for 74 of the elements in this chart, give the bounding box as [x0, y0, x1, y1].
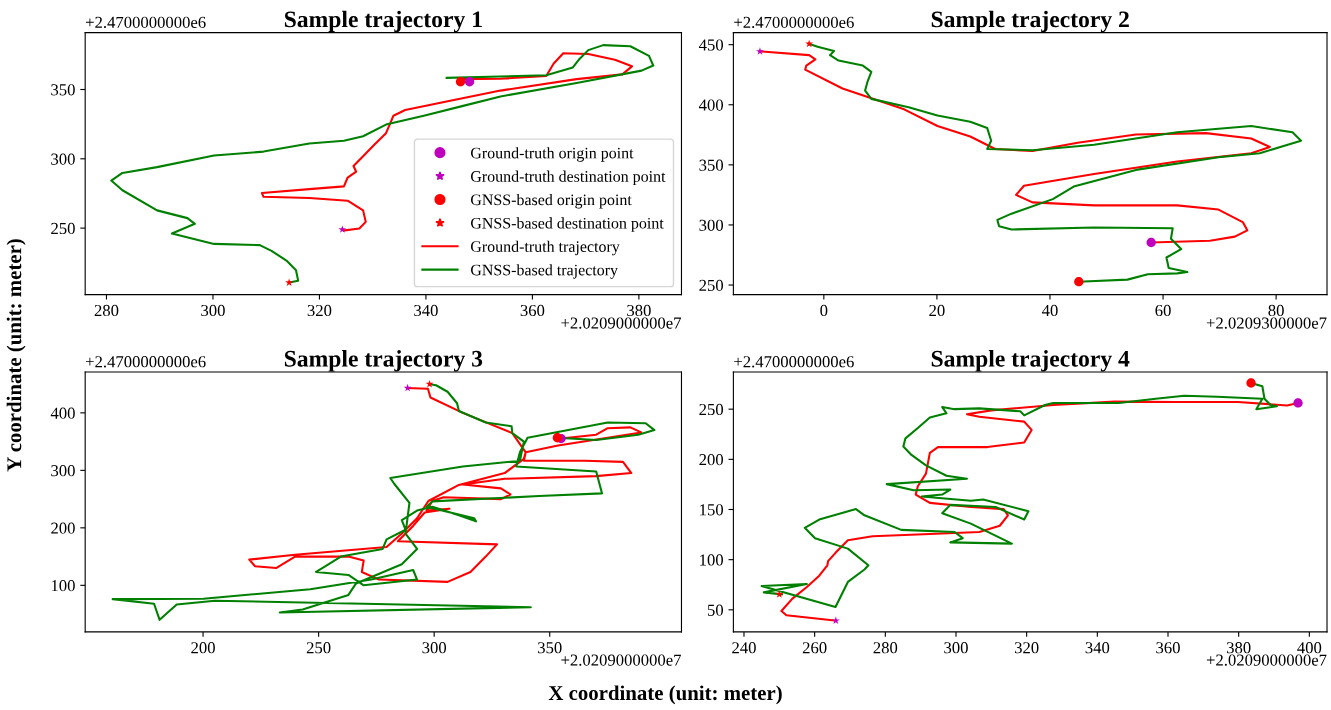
point — [775, 590, 784, 598]
text: +2.4700000000e6 — [86, 16, 206, 29]
point — [756, 47, 764, 55]
x-tick-label: 340 — [1085, 642, 1110, 654]
text: +2.0209000000e7 — [561, 654, 681, 666]
y-axis-title: Y coordinate (unit: meter) — [6, 239, 26, 472]
x-tick-label: 80 — [1268, 304, 1284, 317]
y-tick-label: 50 — [707, 604, 724, 616]
legend-label: GNSS-based destination point — [470, 217, 664, 232]
y-tick-label: 300 — [51, 153, 75, 165]
y-tick-label: 150 — [700, 504, 724, 516]
x-tick-label: 350 — [538, 642, 562, 654]
y-tick-label: 400 — [698, 99, 724, 111]
y-tick-label: 250 — [699, 403, 724, 416]
point — [1074, 277, 1084, 287]
point — [1146, 237, 1156, 248]
y-tick-label: 350 — [51, 84, 75, 96]
x-tick-label: 250 — [306, 642, 331, 654]
chart-title: Sample trajectory 1 — [284, 10, 482, 33]
point — [831, 616, 840, 624]
legend-label: GNSS-based trajectory — [470, 264, 618, 279]
y-tick-label: 300 — [699, 219, 724, 231]
x-tick-label: 360 — [1156, 642, 1180, 654]
x-tick-label: 300 — [201, 304, 225, 317]
y-tick-label: 250 — [699, 279, 724, 291]
x-tick-label: 20 — [929, 304, 945, 317]
text: +2.4700000000e6 — [734, 356, 854, 368]
point — [455, 77, 466, 87]
y-tick-label: 300 — [51, 465, 75, 477]
text: +2.4700000000e6 — [734, 16, 854, 29]
x-tick-label: 280 — [94, 304, 119, 317]
x-tick-label: 360 — [520, 304, 545, 317]
x-tick-label: 0 — [820, 304, 828, 317]
text: +2.4700000000e6 — [86, 356, 206, 368]
chart-title: Sample trajectory 4 — [931, 350, 1130, 372]
x-tick-label: 320 — [1014, 642, 1039, 654]
x-tick-label: 280 — [873, 642, 898, 654]
x-tick-label: 380 — [627, 304, 651, 317]
text: +2.0209000000e7 — [1206, 654, 1327, 666]
chart-title: Sample trajectory 2 — [931, 10, 1129, 33]
point — [285, 278, 293, 286]
point — [338, 225, 347, 233]
x-tick-label: 300 — [422, 642, 447, 654]
x-axis-title: X coordinate (unit: meter) — [548, 685, 782, 705]
point — [464, 77, 475, 87]
x-tick-label: 200 — [191, 642, 215, 654]
y-tick-label: 200 — [51, 522, 75, 534]
chart-title: Sample trajectory 3 — [284, 350, 483, 372]
x-tick-label: 320 — [307, 304, 332, 317]
y-tick-label: 100 — [51, 580, 75, 592]
legend-label: GNSS-based origin point — [470, 193, 632, 209]
x-tick-label: 260 — [802, 642, 827, 654]
legend-label: Ground-truth destination point — [470, 170, 666, 186]
x-tick-label: 380 — [1226, 642, 1251, 654]
x-tick-label: 340 — [414, 304, 438, 317]
y-tick-label: 400 — [50, 407, 75, 419]
text: +2.0209000000e7 — [561, 317, 681, 329]
text: +2.0209300000e7 — [1206, 317, 1327, 329]
y-tick-label: 450 — [698, 39, 724, 51]
point — [552, 433, 563, 443]
x-tick-label: 300 — [944, 642, 968, 654]
x-tick-label: 400 — [1297, 642, 1322, 654]
y-tick-label: 350 — [699, 159, 724, 171]
y-tick-label: 250 — [51, 222, 75, 235]
y-tick-label: 200 — [699, 454, 724, 466]
y-tick-label: 100 — [700, 554, 724, 566]
legend-label: Ground-truth origin point — [470, 147, 634, 162]
x-tick-label: 40 — [1041, 304, 1058, 317]
x-tick-label: 60 — [1155, 304, 1171, 317]
x-tick-label: 240 — [732, 642, 756, 654]
point — [1293, 398, 1303, 408]
point — [1246, 378, 1256, 388]
legend-label: Ground-truth trajectory — [470, 240, 620, 256]
line-series — [260, 52, 633, 232]
